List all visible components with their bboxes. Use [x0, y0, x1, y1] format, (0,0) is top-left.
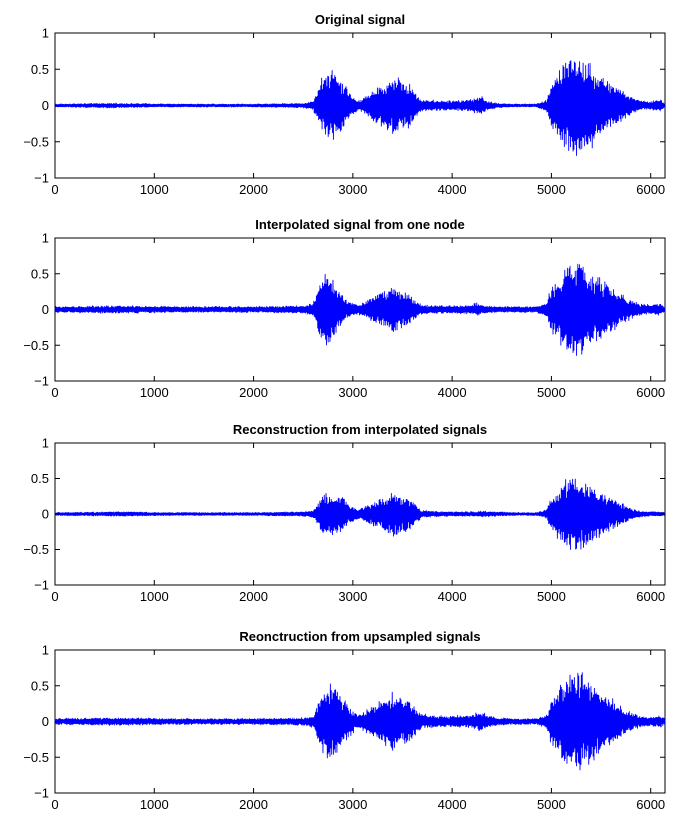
- y-tick-label: 0.5: [31, 266, 49, 281]
- x-tick-label: 4000: [438, 385, 467, 400]
- x-tick-label: 2000: [239, 797, 268, 812]
- x-tick-label: 6000: [636, 385, 665, 400]
- x-tick-label: 1000: [140, 589, 169, 604]
- y-tick-label: −1: [34, 578, 49, 593]
- subplot-title: Reconstruction from interpolated signals: [233, 422, 487, 437]
- x-tick-label: 5000: [537, 797, 566, 812]
- x-tick-label: 1000: [140, 385, 169, 400]
- y-tick-label: 0: [42, 507, 49, 522]
- x-tick-label: 0: [51, 182, 58, 197]
- x-tick-label: 3000: [338, 589, 367, 604]
- x-tick-label: 1000: [140, 797, 169, 812]
- x-tick-label: 6000: [636, 182, 665, 197]
- x-tick-label: 0: [51, 385, 58, 400]
- y-tick-label: 1: [42, 643, 49, 658]
- subplot-title: Interpolated signal from one node: [255, 217, 464, 232]
- x-tick-label: 2000: [239, 589, 268, 604]
- x-tick-label: 0: [51, 797, 58, 812]
- x-tick-label: 6000: [636, 589, 665, 604]
- y-tick-label: 0.5: [31, 471, 49, 486]
- subplot-2: Interpolated signal from one node 0 1000 20…: [23, 217, 666, 400]
- x-tick-label: 2000: [239, 182, 268, 197]
- x-tick-label: 1000: [140, 182, 169, 197]
- y-tick-label: −0.5: [23, 338, 49, 353]
- x-tick-label: 3000: [338, 797, 367, 812]
- y-tick-label: −1: [34, 171, 49, 186]
- y-tick-label: −0.5: [23, 750, 49, 765]
- subplot-title: Reonctruction from upsampled signals: [239, 629, 480, 644]
- y-tick-label: 1: [42, 436, 49, 451]
- y-tick-label: 0: [42, 302, 49, 317]
- x-tick-label: 5000: [537, 182, 566, 197]
- x-tick-label: 2000: [239, 385, 268, 400]
- signal-line: [54, 60, 666, 156]
- signal-line: [54, 672, 666, 771]
- y-tick-label: −1: [34, 786, 49, 801]
- x-tick-label: 5000: [537, 385, 566, 400]
- x-tick-label: 4000: [438, 589, 467, 604]
- y-tick-label: 1: [42, 26, 49, 41]
- subplot-1: Original signal 0 1000 2000 3000 4000 5000 6000…: [23, 12, 666, 197]
- y-tick-label: 0.5: [31, 678, 49, 693]
- y-tick-label: 0: [42, 98, 49, 113]
- x-tick-label: 6000: [636, 797, 665, 812]
- signal-line: [54, 263, 666, 356]
- subplot-3: Reconstruction from interpolated signals…: [23, 422, 666, 604]
- y-tick-label: 1: [42, 231, 49, 246]
- y-tick-label: 0: [42, 714, 49, 729]
- y-tick-label: 0.5: [31, 62, 49, 77]
- subplot-title: Original signal: [315, 12, 405, 27]
- x-tick-label: 5000: [537, 589, 566, 604]
- y-tick-label: −0.5: [23, 134, 49, 149]
- y-tick-label: −0.5: [23, 542, 49, 557]
- signal-line: [54, 478, 666, 550]
- x-tick-label: 4000: [438, 182, 467, 197]
- x-tick-label: 3000: [338, 385, 367, 400]
- x-tick-label: 3000: [338, 182, 367, 197]
- x-tick-label: 4000: [438, 797, 467, 812]
- x-tick-label: 0: [51, 589, 58, 604]
- y-tick-label: −1: [34, 374, 49, 389]
